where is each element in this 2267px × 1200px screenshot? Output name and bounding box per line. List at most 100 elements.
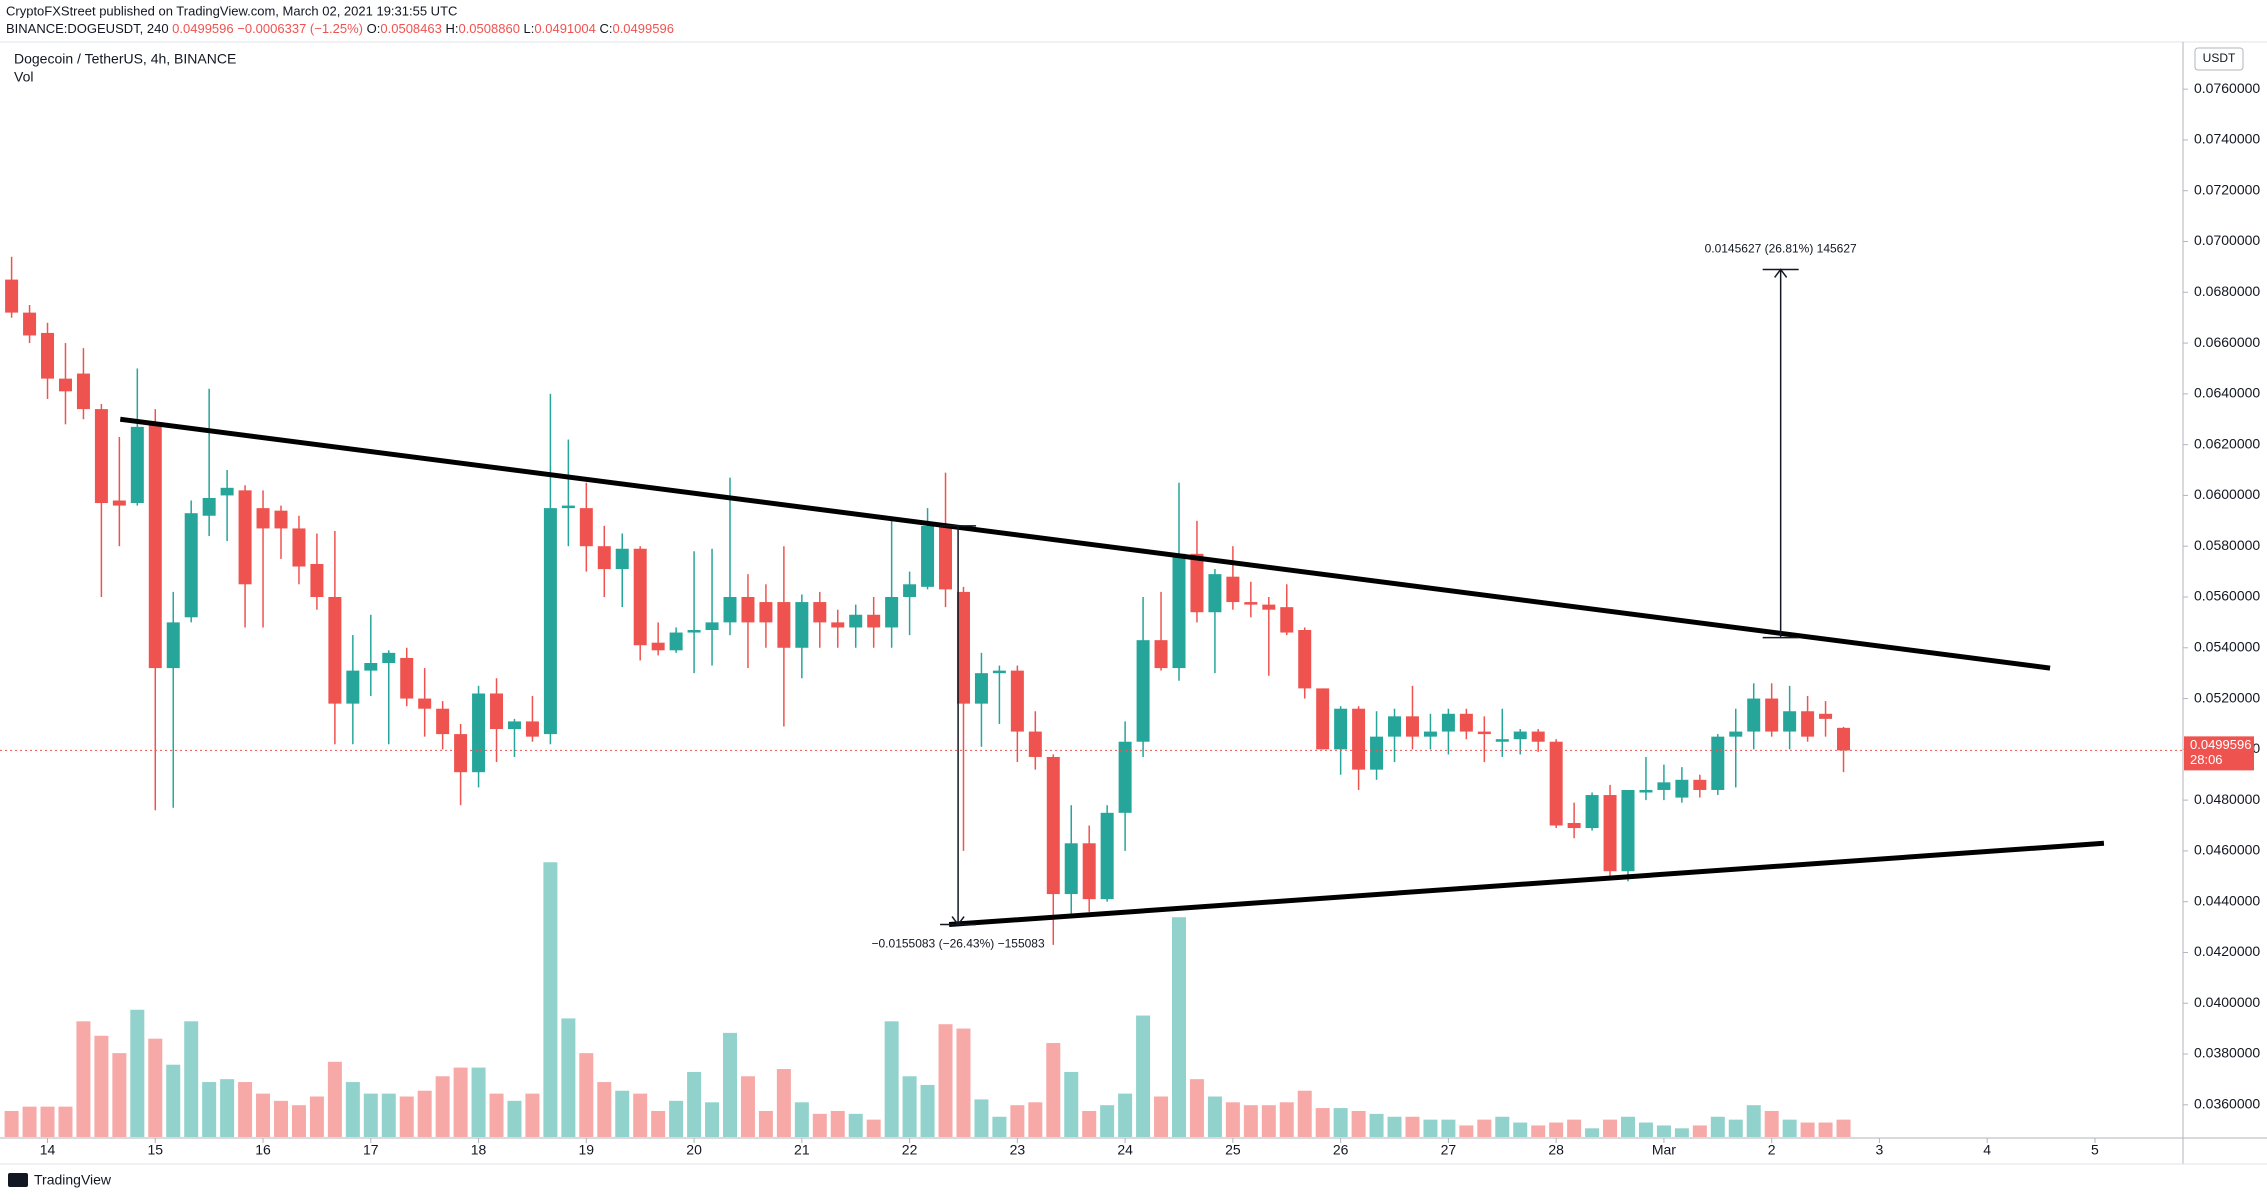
volume-bar: [291, 1105, 306, 1137]
volume-bar: [1477, 1119, 1492, 1137]
candle-body: [1405, 716, 1419, 737]
volume-bar: [94, 1035, 109, 1137]
x-tick-label: 26: [1333, 1142, 1349, 1158]
candle-body: [256, 508, 270, 529]
volume-bar: [381, 1093, 396, 1137]
volume-bar: [974, 1099, 989, 1137]
volume-bar: [166, 1064, 181, 1137]
candle-body: [1675, 779, 1689, 798]
y-tick-label: 0.0360000: [2194, 1096, 2260, 1112]
volume-bar: [992, 1116, 1007, 1137]
x-tick-label: 4: [1983, 1142, 1991, 1158]
x-tick-label: 28: [1548, 1142, 1564, 1158]
candle-body: [41, 332, 55, 379]
candle-body: [418, 698, 432, 709]
footer-logo: [8, 1173, 28, 1187]
x-tick-label: 15: [147, 1142, 163, 1158]
volume-bar: [238, 1082, 253, 1137]
candle-body: [1459, 713, 1473, 732]
volume-bar: [184, 1021, 199, 1137]
volume-bar: [902, 1076, 917, 1137]
currency: USDT: [2203, 51, 2236, 65]
y-tick-label: 0.0380000: [2194, 1045, 2260, 1061]
volume-bar: [597, 1082, 612, 1137]
candle-body: [238, 490, 252, 585]
volume-bar: [1674, 1128, 1689, 1137]
volume-bar: [1531, 1125, 1546, 1137]
candle-body: [76, 373, 90, 410]
candle-body: [759, 602, 773, 623]
volume-bar: [884, 1021, 899, 1137]
x-tick-label: 2: [1768, 1142, 1776, 1158]
candle-body: [777, 602, 791, 648]
candle-body: [561, 505, 575, 509]
volume-bar: [22, 1106, 37, 1137]
volume-bar: [1261, 1105, 1276, 1137]
volume-bar: [417, 1090, 432, 1137]
candle-body: [1010, 670, 1024, 732]
legend-title: Dogecoin / TetherUS, 4h, BINANCE: [14, 51, 236, 67]
x-tick-label: 17: [363, 1142, 379, 1158]
candle-body: [1837, 727, 1851, 751]
candle-body: [310, 563, 324, 597]
candle-body: [849, 614, 863, 628]
candle-body: [992, 670, 1006, 674]
candle-body: [1334, 708, 1348, 750]
volume-bar: [848, 1113, 863, 1137]
volume-bar: [130, 1009, 145, 1137]
l-value: 0.0491004: [534, 21, 595, 36]
y-tick-label: 0.0760000: [2194, 80, 2260, 96]
volume-bar: [148, 1038, 163, 1137]
x-tick-label: 20: [686, 1142, 702, 1158]
y-tick-label: 0.0520000: [2194, 689, 2260, 705]
volume-bar: [723, 1032, 737, 1137]
h-value: 0.0508860: [458, 21, 519, 36]
candle-body: [1729, 731, 1743, 737]
candle-body: [831, 622, 845, 628]
volume-bar: [956, 1028, 971, 1137]
candle-body: [885, 596, 899, 628]
h-label: H:: [445, 21, 458, 36]
x-tick-label: 5: [2091, 1142, 2099, 1158]
volume-bar: [1800, 1122, 1815, 1137]
volume-bar: [1387, 1116, 1402, 1137]
volume-bar: [202, 1082, 217, 1137]
candle-body: [1298, 630, 1312, 689]
last-price-box: [2184, 736, 2254, 771]
volume-bar: [1100, 1105, 1115, 1137]
volume-bar: [794, 1102, 809, 1137]
volume-bar: [1351, 1110, 1366, 1137]
volume-bar: [1746, 1105, 1761, 1137]
candle-body: [400, 657, 414, 699]
volume-bar: [1692, 1125, 1707, 1137]
y-tick-label: 0.0540000: [2194, 638, 2260, 654]
y-tick-label: 0.0580000: [2194, 537, 2260, 553]
volume-bar: [1279, 1102, 1294, 1137]
x-tick-label: 27: [1441, 1142, 1457, 1158]
candle-body: [525, 721, 539, 737]
candle-body: [1657, 782, 1671, 790]
volume-bar: [1764, 1110, 1779, 1137]
candle-body: [184, 513, 198, 618]
volume-bar: [256, 1093, 271, 1137]
volume-bar: [687, 1071, 702, 1137]
candle-body: [1280, 607, 1294, 633]
candle-body: [1639, 789, 1653, 793]
candle-body: [1370, 736, 1384, 770]
volume-bar: [561, 1018, 576, 1137]
x-tick-label: 24: [1117, 1142, 1133, 1158]
volume-legend: Vol: [14, 69, 33, 85]
y-tick-label: 0.0460000: [2194, 842, 2260, 858]
volume-bar: [1010, 1105, 1025, 1137]
candle-body: [5, 279, 19, 313]
candle-body: [490, 693, 504, 730]
volume-bar: [758, 1110, 773, 1137]
volume-bar: [507, 1100, 522, 1137]
candle-body: [813, 602, 827, 623]
volume-bar: [1207, 1096, 1222, 1137]
volume-bar: [489, 1093, 504, 1137]
x-tick-label: 14: [40, 1142, 56, 1158]
candle-body: [723, 596, 737, 623]
candle-body: [1747, 698, 1761, 732]
candle-body: [382, 652, 396, 664]
